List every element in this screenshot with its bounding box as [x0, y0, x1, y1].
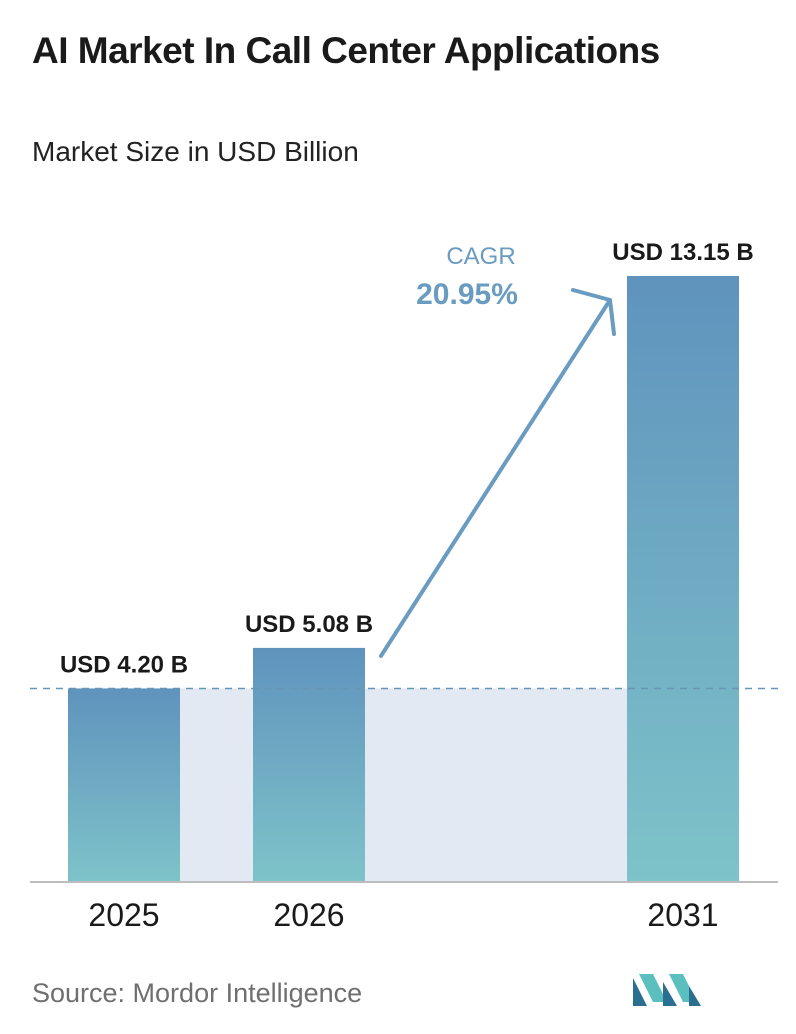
data-label-2031: USD 13.15 B	[612, 239, 753, 266]
cagr-label: CAGR	[446, 243, 515, 270]
bar-chart: USD 4.20 B 2025 USD 5.08 B 2026 USD 13.15 B 2…	[30, 239, 780, 933]
bar-2026	[253, 647, 365, 882]
source-note: Source: Mordor Intelligence	[32, 978, 363, 1008]
x-tick-2031: 2031	[647, 897, 718, 933]
chart-title: AI Market In Call Center Applications	[32, 30, 660, 71]
cagr-arrow-shaft	[379, 298, 612, 658]
mordor-logo-icon	[633, 974, 701, 1006]
data-label-2025: USD 4.20 B	[60, 651, 188, 678]
x-tick-2025: 2025	[88, 897, 159, 933]
cagr-value: 20.95%	[416, 278, 518, 311]
chart-subtitle: Market Size in USD Billion	[32, 136, 359, 167]
x-tick-2026: 2026	[273, 897, 344, 933]
cagr-arrow-head	[571, 288, 616, 336]
bar-2031	[627, 276, 739, 882]
bar-2025	[68, 688, 180, 882]
data-label-2026: USD 5.08 B	[245, 611, 373, 638]
